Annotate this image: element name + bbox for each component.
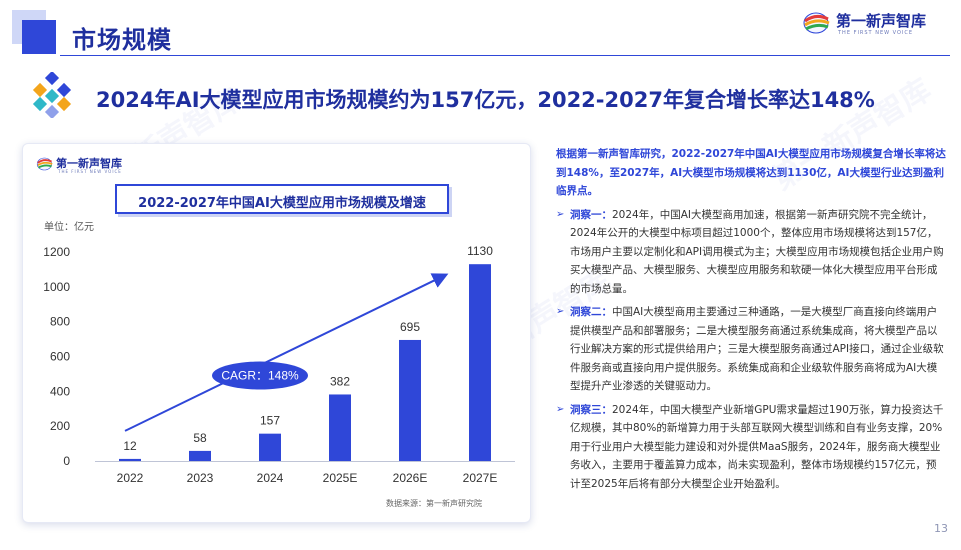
insight-label: 洞察一： bbox=[570, 208, 612, 221]
page-title: 市场规模 bbox=[72, 26, 172, 54]
card-brand-subtitle: THE FIRST NEW VOICE bbox=[58, 169, 122, 174]
brand-subtitle: THE FIRST NEW VOICE bbox=[838, 30, 914, 36]
brand-logo-block: 第一新声智库 THE FIRST NEW VOICE bbox=[802, 8, 952, 42]
card-brand-logo-icon bbox=[36, 157, 53, 171]
insight-item: ➢ 洞察一：2024年，中国AI大模型商用加速，根据第一新声研究院不完全统计，2… bbox=[556, 206, 946, 299]
insight-label: 洞察三： bbox=[570, 403, 612, 416]
page-number: 13 bbox=[934, 522, 948, 535]
arrow-right-icon: ➢ bbox=[556, 403, 565, 415]
insight-item: ➢ 洞察三：2024年，中国大模型产业新增GPU需求量超过190万张，算力投资达… bbox=[556, 401, 946, 494]
chart-title: 2022-2027年中国AI大模型应用市场规模及增速 bbox=[138, 196, 426, 211]
brand-name: 第一新声智库 bbox=[836, 12, 927, 30]
chart-title-box: 2022-2027年中国AI大模型应用市场规模及增速 bbox=[115, 184, 449, 214]
insight-label: 洞察二： bbox=[570, 306, 612, 318]
header-divider bbox=[60, 55, 950, 56]
insight-lead: 根据第一新声智库研究，2022-2027年中国AI大模型应用市场规模复合增长率将… bbox=[556, 148, 946, 197]
arrow-right-icon: ➢ bbox=[556, 208, 565, 220]
header-accent-dark bbox=[22, 20, 56, 54]
insight-item: ➢ 洞察二：中国AI大模型商用主要通过三种通路，一是大模型厂商直接向终端用户提供… bbox=[556, 303, 946, 396]
card-brand-name: 第一新声智库 bbox=[56, 157, 122, 170]
diamond-mosaic-icon bbox=[32, 72, 72, 118]
insight-text: 中国AI大模型商用主要通过三种通路，一是大模型厂商直接向终端用户提供模型产品和部… bbox=[570, 306, 944, 392]
brand-logo-icon bbox=[803, 12, 830, 34]
insight-text: 2024年，中国AI大模型商用加速，根据第一新声研究院不完全统计，2024年公开… bbox=[570, 208, 944, 295]
arrow-right-icon: ➢ bbox=[556, 306, 565, 317]
insight-panel: 根据第一新声智库研究，2022-2027年中国AI大模型应用市场规模复合增长率将… bbox=[556, 145, 946, 493]
insight-text: 2024年，中国大模型产业新增GPU需求量超过190万张，算力投资达千亿规模，其… bbox=[570, 403, 944, 490]
headline: 2024年AI大模型应用市场规模约为157亿元，2022-2027年复合增长率达… bbox=[96, 88, 875, 112]
